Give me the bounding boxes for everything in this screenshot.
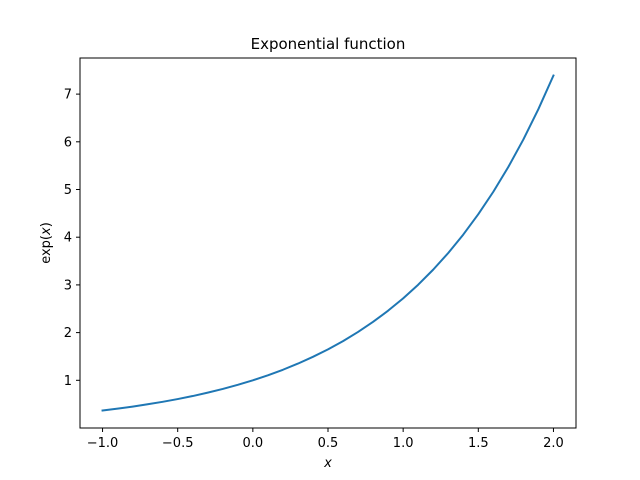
y-tick-label: 3 bbox=[64, 278, 72, 293]
x-axis-label: x bbox=[323, 456, 332, 471]
x-tick-label: 0.5 bbox=[318, 436, 339, 451]
y-axis-label: exp(x) bbox=[39, 222, 54, 264]
y-tick-label: 6 bbox=[64, 135, 72, 150]
y-tick-label: 5 bbox=[64, 183, 72, 198]
y-axis-label-prefix: exp( bbox=[39, 235, 54, 264]
series-layer bbox=[101, 74, 555, 412]
x-tick-label: 1.5 bbox=[468, 436, 489, 451]
y-axis-label-var: x bbox=[39, 227, 54, 236]
x-tick-label: 1.0 bbox=[393, 436, 414, 451]
y-axis-label-suffix: ) bbox=[39, 222, 54, 227]
series-line-0 bbox=[101, 74, 555, 412]
x-axis-ticks: −1.0 −0.5 0.0 0.5 1.0 1.5 2.0 bbox=[87, 428, 564, 451]
x-tick-label: −1.0 bbox=[87, 436, 119, 451]
x-tick-label: 2.0 bbox=[543, 436, 564, 451]
y-tick-label: 1 bbox=[64, 374, 72, 389]
chart-title: Exponential function bbox=[251, 35, 406, 53]
y-tick-label: 4 bbox=[64, 231, 72, 246]
y-tick-label: 2 bbox=[64, 326, 72, 341]
x-tick-label: 0.0 bbox=[243, 436, 264, 451]
x-tick-label: −0.5 bbox=[162, 436, 194, 451]
axes-frame bbox=[79, 57, 577, 429]
y-tick-label: 7 bbox=[64, 88, 72, 103]
y-axis-ticks: 1 2 3 4 5 6 7 bbox=[64, 88, 80, 389]
